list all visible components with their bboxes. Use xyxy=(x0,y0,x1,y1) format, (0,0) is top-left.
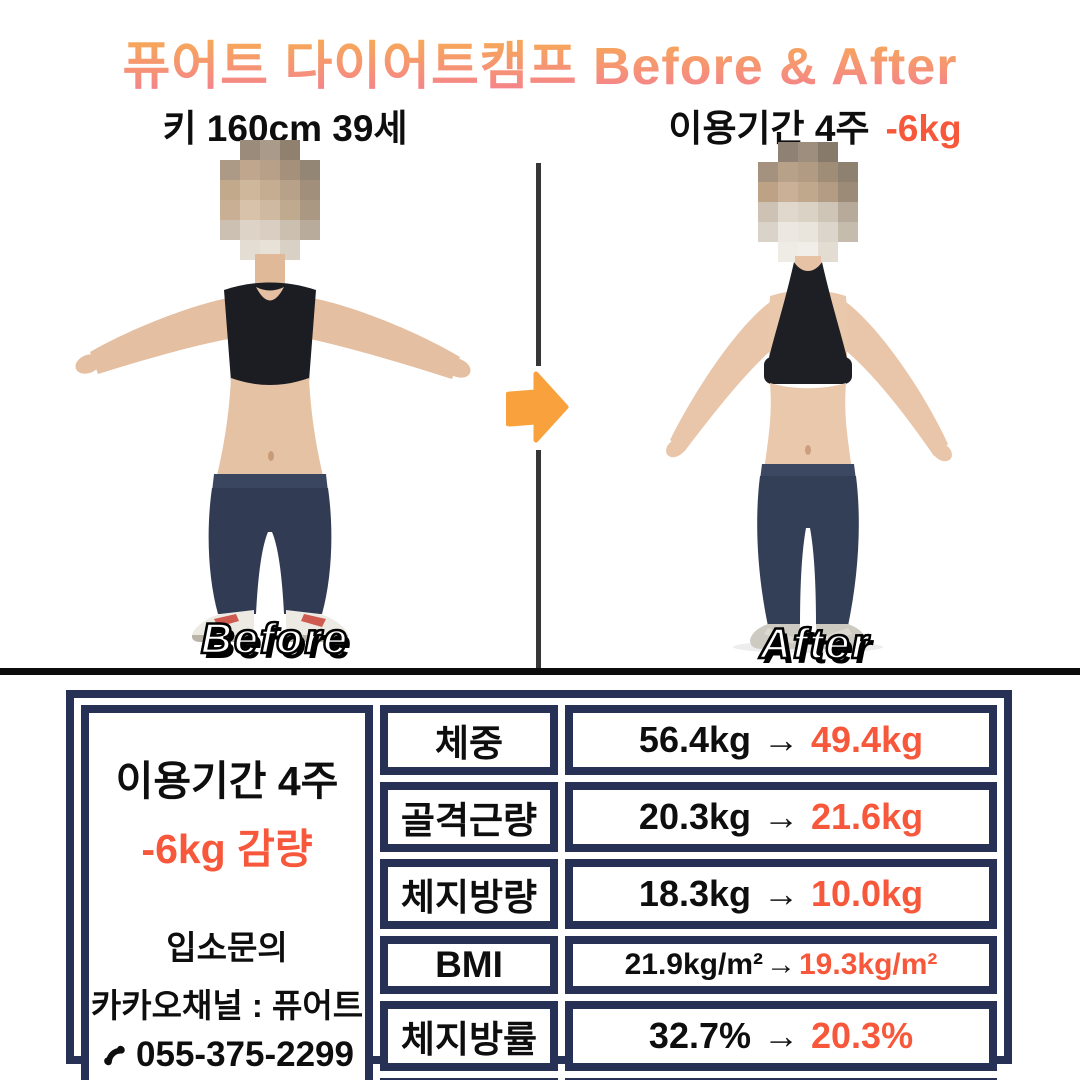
arrow-glyph: → xyxy=(763,1015,799,1056)
stat-value-visceral-fat: 7레벨 → 3레벨 xyxy=(565,1078,997,1080)
value-before: 56.4kg xyxy=(638,719,751,760)
info-inquiry: 입소문의 xyxy=(166,929,288,966)
arrow-glyph: → xyxy=(763,873,799,914)
info-panel: 이용기간 4주 -6kg 감량 입소문의 카카오채널 : 퓨어트 055-375… xyxy=(81,705,373,1080)
arrow-glyph: → xyxy=(763,719,799,760)
right-arrow-icon xyxy=(506,371,569,443)
before-photo-figure xyxy=(75,140,471,642)
arrow-glyph: → xyxy=(763,796,799,837)
value-before: 21.9kg/m² xyxy=(624,948,763,981)
phone-icon xyxy=(104,1045,125,1066)
page-title: 퓨어트 다이어트캠프 Before & After xyxy=(0,24,1080,99)
value-before: 18.3kg xyxy=(638,873,751,914)
before-body xyxy=(75,254,471,642)
stat-label-visceral-fat: 내장지방 xyxy=(380,1078,558,1080)
after-photo-figure xyxy=(666,142,952,653)
divider-horizontal xyxy=(0,668,1080,675)
divider-vertical-top xyxy=(536,163,541,366)
value-before: 20.3kg xyxy=(638,796,751,837)
pixelated-face-after xyxy=(758,142,858,262)
arrow-glyph: → xyxy=(766,948,796,981)
info-kakao-channel: 카카오채널 : 퓨어트 xyxy=(90,987,364,1024)
stat-value-bmi: 21.9kg/m² → 19.3kg/m² xyxy=(565,936,997,994)
stat-value-weight: 56.4kg → 49.4kg xyxy=(565,705,997,775)
pixelated-face-before xyxy=(220,140,320,260)
info-weight-loss: -6kg 감량 xyxy=(141,826,313,872)
stat-label-weight: 체중 xyxy=(380,705,558,775)
divider-vertical-bottom xyxy=(536,450,541,670)
stat-label-skeletal-muscle: 골격근량 xyxy=(380,782,558,852)
value-after: 19.3kg/m² xyxy=(799,948,938,981)
before-label: Before xyxy=(200,614,350,665)
stat-value-body-fat-percent: 32.7% → 20.3% xyxy=(565,1001,997,1071)
after-label: After xyxy=(759,619,871,670)
stat-value-body-fat-mass: 18.3kg → 10.0kg xyxy=(565,859,997,929)
info-period: 이용기간 4주 xyxy=(115,758,339,804)
stat-label-body-fat-mass: 체지방량 xyxy=(380,859,558,929)
phone-number: 055-375-2299 xyxy=(136,1035,354,1074)
stat-value-skeletal-muscle: 20.3kg → 21.6kg xyxy=(565,782,997,852)
after-caption-weight-delta: -6kg xyxy=(885,108,962,149)
value-after: 21.6kg xyxy=(811,796,924,837)
value-after: 10.0kg xyxy=(811,873,924,914)
info-phone-row: 055-375-2299 xyxy=(100,1035,354,1075)
stat-label-bmi: BMI xyxy=(380,936,558,994)
value-before: 32.7% xyxy=(648,1015,751,1056)
value-after: 20.3% xyxy=(811,1015,914,1056)
after-body xyxy=(666,256,952,649)
stat-label-body-fat-percent: 체지방률 xyxy=(380,1001,558,1071)
stats-table: 이용기간 4주 -6kg 감량 입소문의 카카오채널 : 퓨어트 055-375… xyxy=(66,690,1012,1080)
value-after: 49.4kg xyxy=(811,719,924,760)
